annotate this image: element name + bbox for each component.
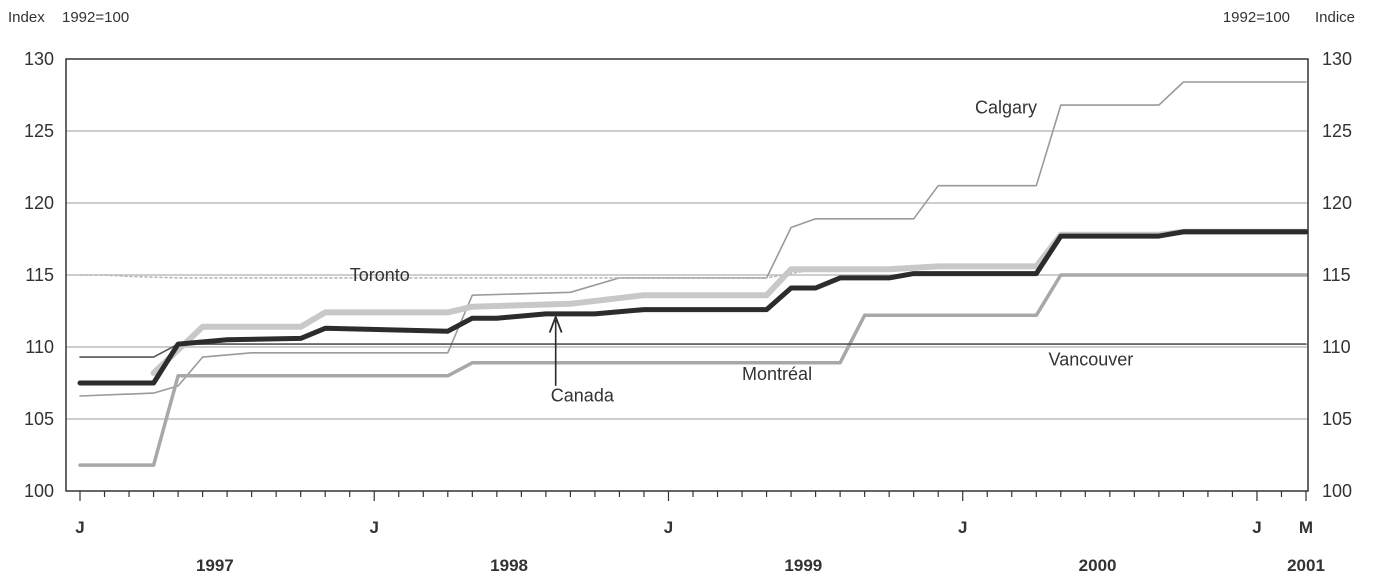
annotations: Calgary Toronto Montréal Vancouver Canada — [350, 98, 1134, 406]
series-line-toronto — [79, 231, 1307, 279]
month-label-4: J — [1252, 518, 1261, 537]
left-axis-unit: Index — [8, 9, 45, 26]
canada-arrow-head — [548, 314, 563, 333]
right-axis-unit: Indice — [1315, 9, 1355, 26]
year-label-1998: 1998 — [490, 556, 528, 575]
y-tick-right-120: 120 — [1322, 193, 1352, 213]
series-line-calgary — [79, 81, 1307, 397]
year-label-2001: 2001 — [1287, 556, 1325, 575]
annotation-canada: Canada — [551, 386, 615, 406]
gridlines — [66, 130, 1308, 420]
series-line-montr-al — [78, 273, 1308, 467]
y-tick-left-110: 110 — [25, 337, 54, 357]
year-label-1999: 1999 — [784, 556, 822, 575]
annotation-toronto: Toronto — [350, 265, 410, 285]
series-line-vancouver — [79, 343, 1307, 358]
y-tick-left-115: 115 — [25, 265, 54, 285]
y-tick-right-100: 100 — [1322, 481, 1352, 501]
month-label-3: J — [958, 518, 967, 537]
year-label-2000: 2000 — [1079, 556, 1117, 575]
y-tick-left-125: 125 — [24, 121, 54, 141]
annotation-calgary: Calgary — [975, 98, 1037, 118]
series-layer — [77, 81, 1309, 467]
y-tick-left-100: 100 — [24, 481, 54, 501]
year-label-1997: 1997 — [196, 556, 234, 575]
right-axis-base: 1992=100 — [1223, 9, 1290, 26]
series-line-canada — [77, 229, 1309, 386]
y-axis-right: 100 105 110 115 120 125 130 — [1322, 49, 1352, 501]
month-label-5: M — [1299, 518, 1313, 537]
month-label-1: J — [370, 518, 379, 537]
plot-frame — [65, 58, 1309, 492]
annotation-vancouver: Vancouver — [1049, 350, 1134, 370]
y-tick-right-130: 130 — [1322, 49, 1352, 69]
y-tick-right-105: 105 — [1322, 409, 1352, 429]
y-tick-right-125: 125 — [1322, 121, 1352, 141]
left-axis-base: 1992=100 — [62, 9, 129, 26]
y-tick-right-110: 110 — [1322, 337, 1351, 357]
month-label-2: J — [664, 518, 673, 537]
y-axis-left: 100 105 110 115 120 125 130 — [24, 49, 54, 501]
y-tick-left-130: 130 — [24, 49, 54, 69]
month-label-0: J — [75, 518, 84, 537]
annotation-montr-al: Montréal — [742, 364, 812, 384]
y-tick-right-115: 115 — [1322, 265, 1351, 285]
x-axis: J J J J J M 1997 1998 1999 2000 2001 — [75, 491, 1325, 575]
y-tick-left-105: 105 — [24, 409, 54, 429]
y-tick-left-120: 120 — [24, 193, 54, 213]
